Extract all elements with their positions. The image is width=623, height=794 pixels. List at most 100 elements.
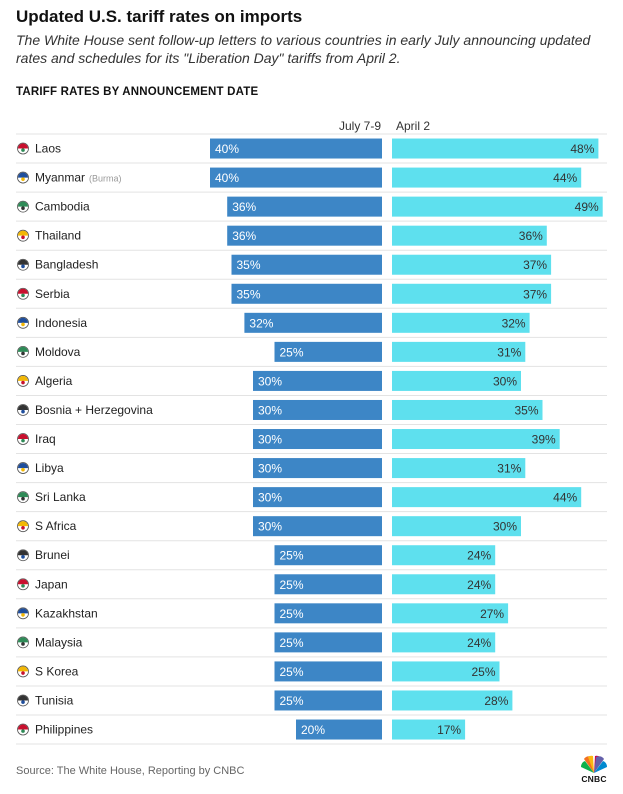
- bar-label-july: 30%: [258, 491, 282, 505]
- flag-icon-mark: [21, 642, 25, 646]
- flag-icon-mark: [21, 555, 25, 559]
- bar-july: [253, 516, 382, 537]
- bar-july: [274, 690, 382, 711]
- bar-april: [392, 225, 547, 246]
- bar-april: [392, 370, 521, 391]
- bar-label-july: 25%: [280, 665, 304, 679]
- flag-icon-mark: [21, 322, 25, 327]
- bar-label-april: 31%: [497, 462, 521, 476]
- bar-label-july: 36%: [232, 229, 256, 243]
- bar-april: [392, 254, 552, 275]
- bar-label-july: 30%: [258, 403, 282, 417]
- bar-april: [392, 661, 500, 682]
- bar-april: [392, 138, 599, 159]
- country-label: Myanmar (Burma): [35, 171, 122, 185]
- bar-april: [392, 487, 582, 508]
- bar-april: [392, 458, 526, 479]
- column-header-april: April 2: [396, 119, 431, 133]
- bar-april: [392, 574, 496, 595]
- flag-icon-mark: [21, 206, 25, 211]
- bar-july: [231, 283, 382, 304]
- country-label: Tunisia: [35, 693, 74, 707]
- bar-label-july: 30%: [258, 520, 282, 534]
- bar-july: [253, 370, 382, 391]
- flag-icon-top: [17, 695, 29, 701]
- bar-april: [392, 341, 526, 362]
- country-label: Cambodia: [35, 200, 90, 214]
- bar-july: [253, 429, 382, 450]
- bar-label-july: 25%: [280, 549, 304, 563]
- flag-icon-mark: [21, 671, 25, 675]
- bar-label-april: 24%: [467, 578, 491, 592]
- bar-april: [392, 312, 530, 333]
- flag-icon-mark: [21, 351, 25, 356]
- bar-label-april: 32%: [502, 316, 526, 330]
- bar-april: [392, 167, 582, 188]
- bar-label-april: 24%: [467, 549, 491, 563]
- flag-icon-top: [17, 666, 29, 672]
- bar-label-april: 25%: [471, 665, 495, 679]
- bar-label-july: 25%: [280, 345, 304, 359]
- country-label: Philippines: [35, 723, 93, 737]
- flag-icon-top: [17, 230, 29, 236]
- flag-icon-top: [17, 201, 29, 207]
- bar-april: [392, 399, 543, 420]
- flag-icon-top: [17, 492, 29, 498]
- bar-july: [274, 341, 382, 362]
- flag-icon-top: [17, 172, 29, 178]
- bar-label-april: 39%: [532, 433, 556, 447]
- bar-july: [253, 458, 382, 479]
- flag-icon-top: [17, 375, 29, 381]
- bar-april: [392, 603, 509, 624]
- flag-icon-mark: [21, 409, 25, 414]
- flag-icon-top: [17, 724, 29, 730]
- flag-icon-mark: [21, 177, 25, 181]
- bar-july: [274, 661, 382, 682]
- bar-label-april: 36%: [519, 229, 543, 243]
- flag-icon-mark: [21, 380, 25, 385]
- bar-label-april: 44%: [553, 491, 577, 505]
- bar-label-july: 30%: [258, 433, 282, 447]
- bar-label-april: 31%: [497, 345, 521, 359]
- bar-april: [392, 690, 513, 711]
- country-label: Iraq: [35, 432, 56, 446]
- flag-icon-top: [17, 259, 29, 265]
- flag-icon-top: [17, 462, 29, 469]
- flag-icon-mark: [21, 467, 25, 472]
- bar-july: [210, 167, 382, 188]
- flag-icon-mark: [21, 293, 25, 298]
- bar-april: [392, 429, 560, 450]
- bar-label-july: 30%: [258, 374, 282, 388]
- flag-icon-mark: [21, 584, 25, 588]
- flag-icon-top: [17, 317, 29, 323]
- bar-april: [392, 632, 496, 653]
- bar-april: [392, 719, 466, 740]
- bar-july: [253, 399, 382, 420]
- flag-icon-mark: [21, 613, 25, 617]
- country-label: Libya: [35, 461, 64, 475]
- bar-label-april: 44%: [553, 171, 577, 185]
- cnbc-logo: CNBC: [578, 755, 610, 785]
- country-label: Brunei: [35, 548, 70, 562]
- chart-subtitle: The White House sent follow-up letters t…: [16, 32, 591, 66]
- bar-april: [392, 196, 603, 217]
- bar-april: [392, 283, 552, 304]
- bar-july: [274, 545, 382, 566]
- country-label: S Africa: [35, 519, 77, 533]
- bar-label-july: 30%: [258, 462, 282, 476]
- bar-july: [227, 196, 382, 217]
- bar-july: [210, 138, 382, 159]
- logo-text: CNBC: [581, 774, 607, 784]
- country-label: Algeria: [35, 374, 73, 388]
- bar-label-april: 48%: [570, 142, 594, 156]
- bar-july: [296, 719, 382, 740]
- flag-icon-top: [17, 288, 29, 294]
- flag-icon-top: [17, 550, 29, 556]
- country-label: Thailand: [35, 229, 81, 243]
- flag-icon-mark: [21, 264, 25, 269]
- bar-label-april: 28%: [484, 694, 508, 708]
- bar-july: [274, 574, 382, 595]
- country-label: Japan: [35, 577, 68, 591]
- bar-label-july: 25%: [280, 607, 304, 621]
